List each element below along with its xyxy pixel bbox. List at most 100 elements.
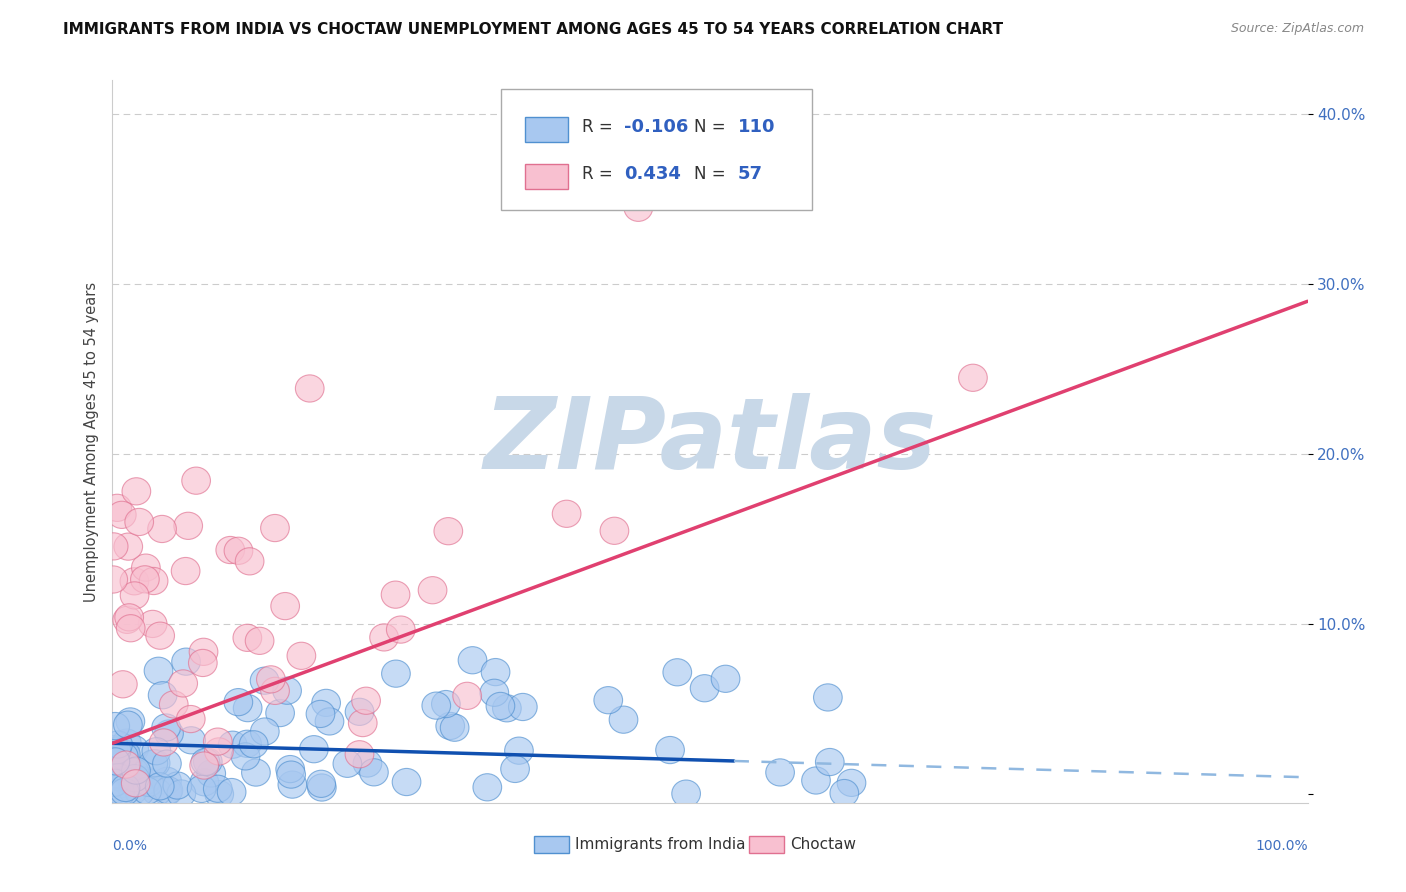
- Ellipse shape: [138, 610, 167, 638]
- Ellipse shape: [111, 751, 141, 778]
- Ellipse shape: [344, 740, 374, 768]
- Ellipse shape: [418, 576, 447, 604]
- Ellipse shape: [114, 533, 142, 560]
- Ellipse shape: [118, 777, 148, 804]
- Ellipse shape: [436, 713, 464, 739]
- Ellipse shape: [127, 765, 155, 793]
- Text: 0.434: 0.434: [624, 165, 681, 183]
- Ellipse shape: [481, 658, 510, 686]
- Ellipse shape: [273, 677, 301, 705]
- Ellipse shape: [111, 774, 139, 802]
- Ellipse shape: [486, 692, 515, 720]
- Ellipse shape: [187, 775, 217, 803]
- Ellipse shape: [204, 738, 233, 765]
- Ellipse shape: [266, 699, 294, 727]
- Ellipse shape: [655, 737, 685, 764]
- Ellipse shape: [453, 682, 481, 709]
- Ellipse shape: [118, 768, 148, 796]
- Ellipse shape: [121, 764, 149, 792]
- Ellipse shape: [830, 780, 859, 806]
- Ellipse shape: [307, 700, 335, 728]
- Ellipse shape: [149, 729, 179, 756]
- Text: 0.0%: 0.0%: [112, 838, 148, 853]
- Ellipse shape: [501, 756, 530, 782]
- Ellipse shape: [814, 684, 842, 711]
- Ellipse shape: [155, 777, 183, 804]
- Ellipse shape: [458, 647, 486, 673]
- Ellipse shape: [672, 780, 700, 807]
- Ellipse shape: [315, 708, 344, 735]
- Ellipse shape: [174, 512, 202, 540]
- Text: 100.0%: 100.0%: [1256, 838, 1308, 853]
- Ellipse shape: [108, 671, 138, 698]
- Ellipse shape: [278, 771, 307, 798]
- Text: 57: 57: [738, 165, 762, 183]
- Ellipse shape: [177, 727, 205, 754]
- Ellipse shape: [233, 731, 262, 757]
- Ellipse shape: [224, 689, 253, 715]
- Ellipse shape: [110, 740, 139, 768]
- Ellipse shape: [218, 779, 246, 805]
- Ellipse shape: [131, 566, 159, 593]
- Ellipse shape: [353, 750, 382, 777]
- Ellipse shape: [190, 769, 219, 796]
- Ellipse shape: [132, 767, 160, 794]
- Ellipse shape: [295, 375, 323, 402]
- Ellipse shape: [152, 714, 180, 741]
- Ellipse shape: [101, 713, 129, 739]
- Ellipse shape: [145, 772, 174, 800]
- Ellipse shape: [139, 750, 167, 777]
- Ellipse shape: [101, 761, 129, 789]
- Ellipse shape: [711, 665, 740, 692]
- Ellipse shape: [287, 642, 316, 669]
- Ellipse shape: [434, 517, 463, 545]
- Ellipse shape: [120, 736, 149, 763]
- Ellipse shape: [104, 764, 134, 791]
- Ellipse shape: [110, 778, 139, 805]
- Ellipse shape: [103, 494, 132, 522]
- Ellipse shape: [120, 567, 149, 595]
- Ellipse shape: [107, 751, 136, 778]
- Text: 110: 110: [738, 119, 775, 136]
- Ellipse shape: [233, 695, 262, 722]
- Ellipse shape: [277, 761, 305, 789]
- Text: N =: N =: [695, 165, 731, 183]
- Ellipse shape: [276, 756, 305, 782]
- Ellipse shape: [103, 737, 131, 764]
- Ellipse shape: [100, 769, 129, 797]
- Ellipse shape: [392, 768, 420, 796]
- Ellipse shape: [153, 750, 181, 777]
- Ellipse shape: [381, 660, 411, 687]
- Ellipse shape: [142, 779, 172, 805]
- Ellipse shape: [117, 708, 145, 735]
- Ellipse shape: [370, 624, 398, 651]
- Ellipse shape: [122, 478, 150, 505]
- Ellipse shape: [112, 607, 142, 633]
- Ellipse shape: [204, 775, 232, 803]
- FancyBboxPatch shape: [501, 89, 811, 211]
- Ellipse shape: [110, 743, 139, 771]
- Ellipse shape: [100, 735, 128, 763]
- Ellipse shape: [101, 747, 129, 775]
- Ellipse shape: [188, 649, 217, 676]
- Ellipse shape: [139, 567, 167, 595]
- FancyBboxPatch shape: [524, 117, 568, 142]
- Ellipse shape: [163, 772, 191, 799]
- Ellipse shape: [432, 690, 460, 718]
- Ellipse shape: [153, 767, 181, 795]
- Ellipse shape: [194, 748, 222, 775]
- Ellipse shape: [117, 615, 145, 642]
- Ellipse shape: [600, 517, 628, 544]
- Ellipse shape: [115, 604, 143, 631]
- Ellipse shape: [609, 706, 638, 733]
- Ellipse shape: [121, 770, 150, 797]
- FancyBboxPatch shape: [524, 164, 568, 189]
- Ellipse shape: [100, 533, 128, 560]
- Text: Immigrants from India: Immigrants from India: [575, 838, 745, 852]
- Ellipse shape: [155, 720, 183, 747]
- Ellipse shape: [122, 757, 150, 784]
- Y-axis label: Unemployment Among Ages 45 to 54 years: Unemployment Among Ages 45 to 54 years: [83, 282, 98, 601]
- Ellipse shape: [108, 771, 136, 797]
- Ellipse shape: [837, 769, 866, 797]
- Ellipse shape: [125, 508, 153, 535]
